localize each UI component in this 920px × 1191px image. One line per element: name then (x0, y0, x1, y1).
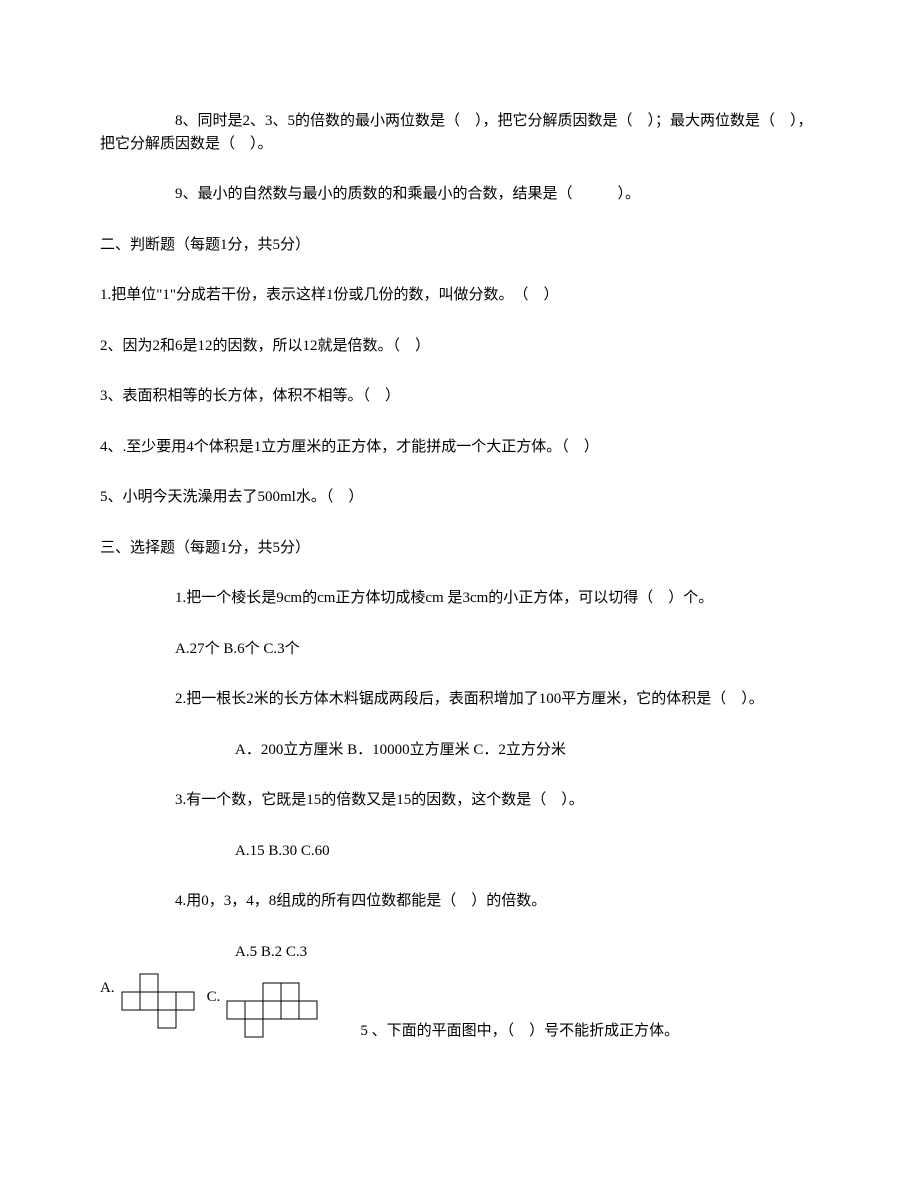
figure-c-block: C. (207, 982, 321, 1040)
figure-c-label: C. (207, 982, 221, 1009)
document-page: 8、同时是2、3、5的倍数的最小两位数是（ ），把它分解质因数是（ ）；最大两位… (0, 0, 920, 1109)
s2-item-1: 1.把单位"1"分成若干份，表示这样1份或几份的数，叫做分数。 （ ） (100, 284, 820, 307)
s3-q2-text: 2.把一根长2米的长方体木料锯成两段后，表面积增加了100平方厘米，它的体积是（… (100, 688, 764, 711)
s3-q2: 2.把一根长2米的长方体木料锯成两段后，表面积增加了100平方厘米，它的体积是（… (100, 688, 820, 711)
s2-item-2: 2、因为2和6是12的因数，所以12就是倍数。（ ） (100, 335, 820, 358)
s2-item-3: 3、表面积相等的长方体，体积不相等。（ ） (100, 385, 820, 408)
cube-net-c-icon (226, 982, 320, 1040)
section-2-title: 二、判断题（每题1分，共5分） (100, 234, 820, 257)
s3-q2-options: A．200立方厘米 B．10000立方厘米 C．2立方分米 (100, 739, 820, 762)
cube-net-a-icon (121, 973, 197, 1049)
s3-q5-row: A. C. (100, 973, 820, 1049)
section-3-title: 三、选择题（每题1分，共5分） (100, 537, 820, 560)
s3-q1: 1.把一个棱长是9cm的cm正方体切成棱cm 是3cm的小正方体，可以切得（ ）… (100, 587, 820, 610)
s3-q3-options: A.15 B.30 C.60 (100, 840, 820, 863)
question-8: 8、同时是2、3、5的倍数的最小两位数是（ ），把它分解质因数是（ ）；最大两位… (100, 110, 820, 155)
s3-q5: 5 、下面的平面图中，（ ）号不能折成正方体。 (360, 1020, 679, 1043)
s3-q4: 4.用0，3，4，8组成的所有四位数都能是（ ）的倍数。 (100, 890, 820, 913)
s3-q4-options: A.5 B.2 C.3 (100, 941, 820, 964)
figure-a-label: A. (100, 973, 115, 1000)
question-9: 9、最小的自然数与最小的质数的和乘最小的合数，结果是（ ）。 (100, 183, 820, 206)
s3-q3: 3.有一个数，它既是15的倍数又是15的因数，这个数是（ ）。 (100, 789, 820, 812)
figure-a-block: A. (100, 973, 197, 1049)
s2-item-5: 5、小明今天洗澡用去了500ml水。（ ） (100, 486, 820, 509)
s3-q1-options: A.27个 B.6个 C.3个 (100, 638, 820, 661)
s2-item-4: 4、.至少要用4个体积是1立方厘米的正方体，才能拼成一个大正方体。（ ） (100, 436, 820, 459)
